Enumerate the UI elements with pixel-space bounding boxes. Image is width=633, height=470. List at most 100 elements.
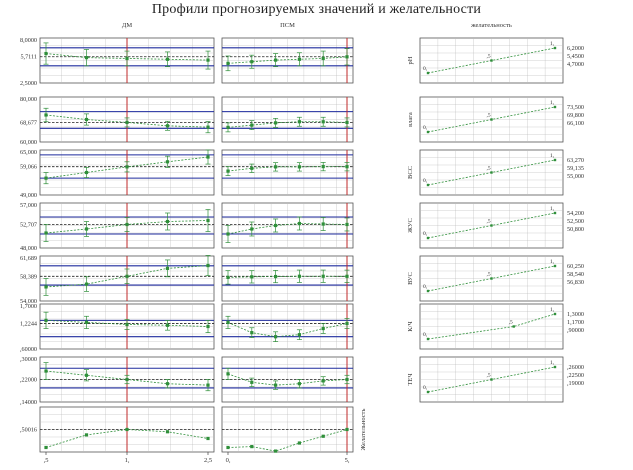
response-1-y-tick-label: 80,000: [20, 96, 37, 103]
response-0-desirability-panel-level-label: ,5: [486, 54, 490, 60]
response-5-psm-panel-point: [226, 320, 230, 325]
response-2-dm-panel-point: [44, 176, 48, 180]
response-6-desirability-panel-point: [553, 365, 557, 369]
response-1-desirability-panel-value-label: 66,100: [567, 120, 584, 127]
response-3-psm-panel-point: [250, 227, 254, 231]
desirability-row-psm-panel-line: [227, 429, 348, 452]
response-0-y-tick-label: 5,7111: [20, 54, 37, 61]
response-1-desirability-panel-value-label: 73,500: [567, 104, 584, 111]
response-2-psm-panel-point: [226, 169, 230, 173]
response-4-dm-panel-point: [84, 282, 89, 286]
response-4-desirability-panel-value-label: 58,540: [567, 271, 584, 278]
response-5-psm-panel-line: [227, 322, 348, 338]
desirability-row-psm-panel-point: [226, 445, 230, 450]
response-5-dm-panel-point: [44, 318, 48, 322]
response-5-desirability-panel-point: [553, 312, 557, 316]
response-3-y-tick-label: 57,000: [20, 202, 37, 209]
response-1-dm-panel-point: [84, 117, 89, 122]
response-2-psm-panel-point: [274, 165, 278, 169]
desirability-row-dm-panel-x-tick-label: ,5: [44, 457, 49, 464]
response-4-psm-panel-point: [297, 274, 301, 278]
response-6-dm-panel-point: [125, 377, 129, 382]
response-1-psm-panel-point: [345, 120, 349, 125]
response-4-psm-panel-point: [321, 274, 325, 278]
desirability-row-psm-panel-point: [297, 441, 301, 445]
response-0-y-tick-label: 2,5000: [20, 80, 37, 87]
response-2-y-tick-label: 59,066: [20, 164, 37, 171]
response-4-desirability-panel-value-label: 56,830: [567, 279, 584, 286]
response-4-psm-panel-point: [226, 275, 230, 279]
response-6-psm-panel-point: [321, 379, 325, 383]
desirability-row-label: Желательность: [360, 409, 367, 451]
response-5-desirability-panel-value-label: 1,1700: [567, 319, 584, 326]
response-0-dm-panel-point: [165, 57, 170, 61]
response-0-psm-panel-point: [321, 56, 325, 61]
response-3-desirability-panel-level-label: 1,: [550, 206, 555, 212]
response-6-psm-panel-point: [345, 377, 349, 382]
response-3-dm-panel-point: [206, 218, 210, 223]
desirability-row-dm-panel-point: [84, 433, 89, 437]
response-6-desirability-panel-value-label: ,22500: [567, 372, 584, 379]
response-2-psm-panel-point: [250, 166, 254, 170]
response-1-y-tick-label: 68,677: [20, 119, 37, 126]
response-3-desirability-panel-point: [426, 236, 430, 240]
response-6-psm-panel-line: [227, 373, 348, 386]
response-0-desirability-panel-point: [553, 46, 557, 50]
response-3-desirability-panel-value-label: 52,500: [567, 218, 584, 225]
response-1-dm-panel-point: [44, 113, 48, 117]
response-1-psm-panel-point: [226, 125, 230, 129]
response-0-desirability-panel-level-label: 1,: [550, 41, 555, 47]
chart-title: Профили прогнозируемых значений и желате…: [151, 2, 482, 17]
response-2-psm-panel-line: [227, 166, 348, 172]
response-2-psm-panel-point: [321, 164, 325, 169]
response-2-desirability-panel-value-label: 63,270: [567, 157, 584, 164]
response-3-y-tick-label: 52,707: [20, 221, 37, 228]
response-6-desirability-panel-point: [426, 390, 430, 394]
response-0-dm-panel-point: [125, 56, 129, 61]
column-header-psm: ПСМ: [280, 22, 295, 29]
response-4-desirability-panel-point: [426, 289, 430, 293]
response-5-psm-panel-point: [274, 335, 278, 339]
desirability-row-dm-panel-point: [206, 436, 210, 441]
response-4-desirability-panel-level-label: 1,: [550, 259, 555, 265]
response-6-dm-panel-point: [206, 383, 210, 387]
response-4-psm-panel-line: [227, 275, 348, 278]
response-2-y-tick-label: 49,000: [20, 192, 37, 199]
response-1-desirability-panel-point: [426, 130, 430, 134]
response-2-desirability-panel-level-label: 0,: [423, 178, 428, 184]
response-3-psm-panel-point: [321, 222, 325, 226]
response-6-desirability-panel-level-label: ,5: [486, 373, 490, 379]
response-5-dm-panel-point: [125, 322, 129, 327]
desirability-row-dm-panel-point: [125, 427, 129, 432]
response-1-psm-panel-point: [321, 120, 325, 124]
response-3-psm-panel-line: [227, 223, 348, 235]
response-3-dm-panel-point: [84, 227, 89, 231]
response-4-y-tick-label: 58,389: [20, 273, 37, 280]
response-6-name-label: ТЕЧ: [407, 373, 414, 386]
response-2-name-label: ВСС: [407, 166, 414, 179]
response-6-desirability-panel-value-label: ,19000: [567, 380, 584, 387]
response-4-desirability-panel-value-label: 60,250: [567, 263, 584, 270]
response-3-dm-panel-point: [125, 222, 129, 227]
response-6-y-tick-label: ,30000: [20, 356, 37, 363]
response-4-dm-panel-point: [44, 285, 48, 289]
response-3-desirability-panel-value-label: 50,800: [567, 226, 584, 233]
response-2-desirability-panel-point: [553, 158, 557, 162]
desirability-row-psm-panel-point: [345, 427, 349, 432]
response-0-psm-panel-point: [226, 61, 230, 65]
response-0-psm-panel-point: [274, 58, 278, 62]
response-6-desirability-panel-value-label: ,26000: [567, 364, 584, 371]
response-3-dm-panel-point: [44, 231, 48, 235]
desirability-row-dm-panel-x-tick-label: 1,: [125, 457, 130, 464]
response-3-psm-panel-point: [274, 223, 278, 228]
response-1-desirability-panel-point: [553, 105, 557, 109]
desirability-row-dm-panel-x-tick-label: 2,5: [204, 457, 212, 464]
response-3-desirability-panel-level-label: 0,: [423, 231, 428, 237]
desirability-row-dm-panel-point: [165, 430, 170, 434]
response-4-desirability-panel-level-label: 0,: [423, 284, 428, 290]
response-6-psm-panel-point: [226, 372, 230, 376]
response-4-dm-panel-point: [206, 263, 210, 268]
response-5-desirability-panel-level-label: 0,: [423, 332, 428, 338]
response-2-dm-panel-point: [84, 170, 89, 175]
desirability-row-psm-panel-point: [250, 445, 254, 449]
